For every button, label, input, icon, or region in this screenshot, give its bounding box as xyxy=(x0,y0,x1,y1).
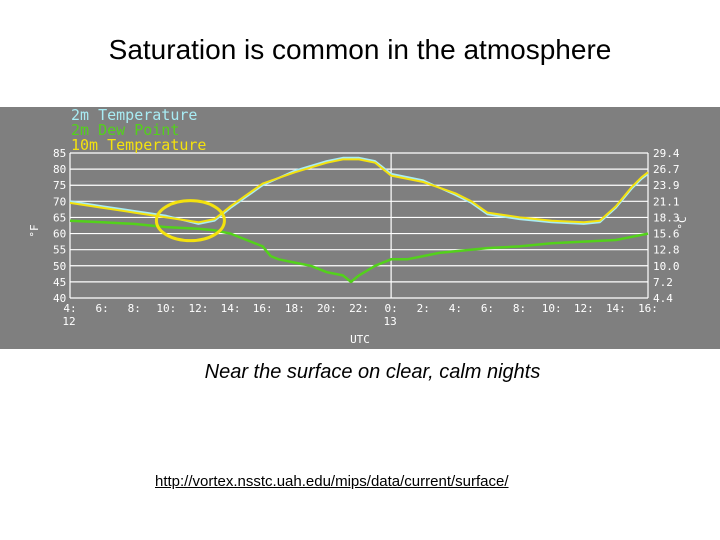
y-tick-label-right: 23.9 xyxy=(653,179,680,192)
legend-entry: 2m Dew Point xyxy=(71,121,179,139)
y-tick-label-left: 70 xyxy=(53,195,66,208)
y-tick-label-right: 29.4 xyxy=(653,147,680,160)
x-tick-label: 8: xyxy=(128,302,141,315)
x-tick-label: 16: xyxy=(638,302,658,315)
legend-entry: 2m Temperature xyxy=(71,107,197,124)
series-line xyxy=(69,219,649,284)
x-tick-label: 18: xyxy=(285,302,305,315)
x-tick-label: 4: xyxy=(449,302,462,315)
y-tick-label-right: 26.7 xyxy=(653,163,680,176)
x-tick-label: 10: xyxy=(542,302,562,315)
y-tick-label-left: 85 xyxy=(53,147,66,160)
x-tick-label: 14: xyxy=(606,302,626,315)
x-tick-label: 22: xyxy=(349,302,369,315)
y-tick-label-left: 55 xyxy=(53,244,66,257)
y-tick-label-left: 60 xyxy=(53,228,66,241)
y-axis-label-left: °F xyxy=(28,224,41,237)
x-tick-label: 12: xyxy=(189,302,209,315)
x-axis-label: UTC xyxy=(350,333,370,346)
legend-entry: 10m Temperature xyxy=(71,136,206,154)
x-tick-date-label: 13 xyxy=(383,315,396,328)
x-tick-label: 2: xyxy=(417,302,430,315)
y-tick-label-right: 7.2 xyxy=(653,276,673,289)
meteogram-svg: 85 80 75 70 65 60 55 50 45 40 29.4 26.7 23.9 21.1 18.… xyxy=(28,107,689,346)
x-tick-label: 12: xyxy=(574,302,594,315)
y-tick-label-right: 15.6 xyxy=(653,228,680,241)
source-link[interactable]: http://vortex.nsstc.uah.edu/mips/data/cu… xyxy=(155,473,509,490)
x-tick-date-label: 12 xyxy=(62,315,75,328)
series-line xyxy=(69,156,649,225)
x-tick-label: 10: xyxy=(156,302,176,315)
y-tick-label-left: 65 xyxy=(53,211,66,224)
y-tick-label-left: 45 xyxy=(53,276,66,289)
x-tick-label: 6: xyxy=(95,302,108,315)
x-tick-label: 4: xyxy=(63,302,76,315)
x-tick-label: 14: xyxy=(221,302,241,315)
y-tick-label-left: 80 xyxy=(53,163,66,176)
x-axis-ticks: 4:126: 8: 10: 12: 14: 16: 18: 20: 22: 0:132: 4: 6: 8… xyxy=(62,302,658,328)
y-tick-label-right: 10.0 xyxy=(653,260,680,273)
annotation xyxy=(154,199,226,243)
left-axis-ticks: 85 80 75 70 65 60 55 50 45 40 xyxy=(53,147,66,305)
series-lines xyxy=(69,156,649,284)
x-tick-label: 16: xyxy=(253,302,273,315)
x-tick-label: 20: xyxy=(317,302,337,315)
x-tick-label: 8: xyxy=(513,302,526,315)
annotation-ellipse xyxy=(154,199,226,243)
x-tick-label: 6: xyxy=(481,302,494,315)
slide-title: Saturation is common in the atmosphere xyxy=(108,34,612,65)
y-tick-label-left: 40 xyxy=(53,292,66,305)
y-tick-label-right: 18.3 xyxy=(653,211,680,224)
meteogram-chart: 85 80 75 70 65 60 55 50 45 40 29.4 26.7 23.9 21.1 18.… xyxy=(0,107,720,349)
x-tick-label: 0: xyxy=(384,302,397,315)
right-axis-ticks: 29.4 26.7 23.9 21.1 18.3 15.6 12.8 10.0 7.2 4.4 xyxy=(653,147,680,305)
y-tick-label-left: 75 xyxy=(53,179,66,192)
y-tick-label-left: 50 xyxy=(53,260,66,273)
y-axis-label-right: °C xyxy=(676,216,689,229)
caption: Near the surface on clear, calm nights xyxy=(204,361,541,383)
y-tick-label-right: 4.4 xyxy=(653,292,673,305)
series-line xyxy=(69,158,649,224)
y-tick-label-right: 21.1 xyxy=(653,195,680,208)
y-tick-label-right: 12.8 xyxy=(653,244,680,257)
